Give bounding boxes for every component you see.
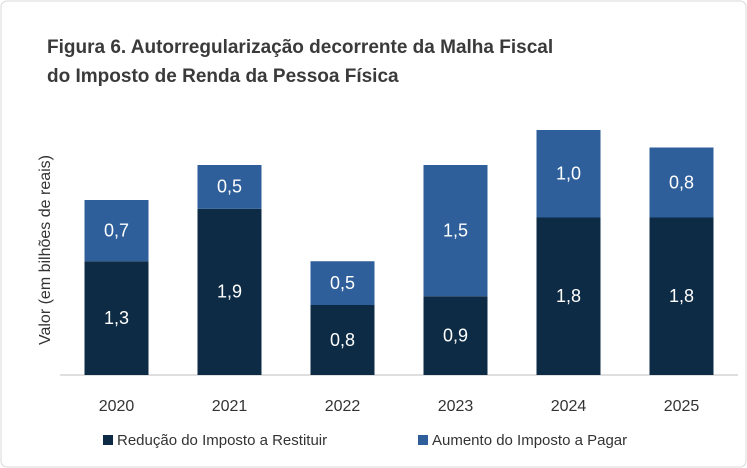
bar-segment [423,165,488,297]
chart-title: Figura 6. Autorregularização decorrente … [47,37,553,58]
data-label: 0,9 [443,325,468,345]
legend-swatch [418,435,428,445]
legend-swatch [103,435,113,445]
data-label: 0,8 [330,330,355,350]
x-tick-label: 2021 [212,398,248,415]
bar-segment [536,217,601,375]
bar-segment [310,305,375,375]
x-tick-label: 2022 [325,398,361,415]
x-tick-label: 2024 [551,398,587,415]
data-label: 1,3 [104,308,129,328]
bar-segment [536,130,601,218]
bar-segment [197,165,262,209]
y-axis-label: Valor (em bilhões de reais) [37,155,54,345]
bar-segment [649,217,714,375]
data-label: 0,5 [330,273,355,293]
data-label: 1,8 [556,286,581,306]
data-label: 0,8 [669,172,694,192]
bar-segment [649,147,714,218]
x-tick-label: 2023 [438,398,474,415]
legend-label: Aumento do Imposto a Pagar [432,432,627,449]
data-label: 1,5 [443,220,468,240]
data-label: 0,5 [217,177,242,197]
legend-label: Redução do Imposto a Restituir [117,432,327,449]
data-label: 1,8 [669,286,694,306]
x-tick-label: 2020 [99,398,135,415]
bar-segment [423,296,488,375]
x-tick-label: 2025 [664,398,700,415]
data-label: 0,7 [104,220,129,240]
bar-segment [84,261,149,375]
chart-title: do Imposto de Renda da Pessoa Física [47,66,399,87]
data-label: 1,0 [556,164,581,184]
data-label: 1,9 [217,282,242,302]
bar-segment [197,208,262,375]
bar-segment [310,261,375,305]
bar-segment [84,200,149,262]
